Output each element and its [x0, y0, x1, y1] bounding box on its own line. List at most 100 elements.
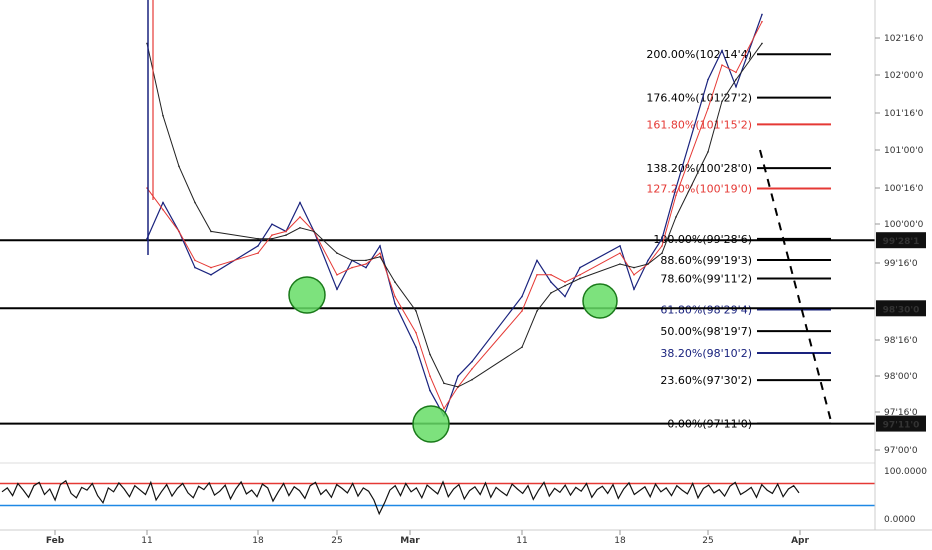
price-series-point — [735, 78, 737, 81]
price-series-point — [536, 259, 538, 262]
price-series-point — [521, 346, 523, 348]
price-series-point — [721, 100, 723, 103]
price-series-point — [299, 216, 301, 218]
price-series-line — [146, 14, 763, 418]
time-axis: Feb 11 18 25 Mar 11 18 25 Apr — [0, 529, 932, 546]
time-tick-label: 18 — [614, 536, 626, 546]
price-tick-label: 102'00'0 — [884, 71, 924, 81]
fib-level-label: 88.60%(99'19'3) — [660, 254, 752, 267]
price-series-point — [761, 20, 763, 23]
price-series-point — [365, 266, 367, 269]
price-series-point — [429, 353, 431, 356]
price-series-point — [415, 331, 417, 334]
price-series-point — [271, 237, 273, 240]
price-series-point — [761, 13, 763, 16]
price-series-point — [735, 71, 737, 74]
price-series-point — [394, 281, 396, 283]
price-tick-label: 100'00'0 — [884, 220, 924, 230]
time-tick-label: 11 — [516, 536, 527, 546]
time-tick-label: 25 — [702, 536, 713, 546]
price-series-point — [429, 375, 431, 377]
price-series-point — [521, 295, 523, 298]
price-series-point — [579, 277, 581, 280]
price-series-point — [633, 266, 635, 269]
price-series-point — [194, 259, 196, 262]
price-series-line — [146, 43, 763, 388]
price-series-point — [365, 263, 367, 265]
price-series-point — [471, 360, 473, 363]
price-series-point — [257, 245, 259, 247]
price-series-point — [735, 85, 737, 88]
price-series-point — [162, 114, 164, 117]
price-series-point — [299, 201, 301, 204]
price-series-point — [633, 288, 635, 291]
price-series-point — [619, 252, 621, 254]
fib-level-label: 176.40%(101'27'2) — [646, 92, 752, 105]
price-series-point — [721, 64, 723, 66]
price-series-point — [415, 346, 417, 348]
price-series-point — [271, 223, 273, 226]
price-series-point — [271, 234, 273, 236]
price-series-point — [707, 151, 709, 153]
price-series-point — [162, 208, 164, 211]
price-series-point — [675, 216, 677, 218]
oscillator-tick-label: 0.0000 — [884, 515, 916, 525]
price-series-point — [661, 237, 663, 240]
price-series-point — [536, 310, 538, 312]
price-series-point — [429, 389, 431, 392]
price-series-point — [707, 78, 709, 81]
price-pane: 200.00%(102'14'4) 176.40%(101'27'2) 161.80… — [0, 0, 875, 443]
price-series-point — [457, 375, 459, 377]
price-level-badge-label: 99'28'1 — [883, 237, 920, 247]
price-axis: 102'16'0 102'00'0 101'16'0 101'00'0 100'16'0… — [874, 0, 926, 530]
fib-level-label: 61.80%(98'29'4) — [660, 304, 752, 317]
price-tick-label: 99'16'0 — [884, 259, 918, 269]
price-series-point — [394, 302, 396, 305]
highlight-circle — [412, 405, 450, 443]
price-series-point — [443, 407, 445, 410]
price-series-point — [647, 259, 649, 262]
highlight-circle — [582, 283, 618, 319]
price-series-point — [471, 378, 473, 381]
price-tick-label: 102'16'0 — [884, 34, 924, 44]
fib-level-label: 200.00%(102'14'4) — [646, 48, 752, 61]
price-series-point — [721, 49, 723, 52]
fib-level-label: 50.00%(98'19'7) — [660, 325, 752, 338]
price-tick-label: 98'00'0 — [884, 372, 918, 382]
price-series-point — [707, 107, 709, 110]
price-tick-label: 97'00'0 — [884, 446, 918, 456]
price-tick-label: 98'16'0 — [884, 336, 918, 346]
price-series-point — [313, 230, 315, 233]
price-tick-label: 97'16'0 — [884, 408, 918, 418]
price-series-point — [285, 234, 287, 236]
fib-level-label: 161.80%(101'15'2) — [646, 118, 752, 131]
price-series-point — [564, 281, 566, 283]
price-series-point — [675, 194, 677, 197]
oscillator-line — [1, 479, 800, 516]
price-series-point — [379, 245, 381, 247]
price-series-point — [379, 252, 381, 254]
price-series-point — [285, 230, 287, 233]
price-series-point — [536, 274, 538, 276]
time-tick-label: Feb — [46, 536, 65, 546]
price-series-point — [194, 266, 196, 269]
price-series-point — [299, 227, 301, 229]
price-series-point — [210, 266, 212, 269]
price-level-badge — [876, 415, 926, 432]
price-series-point — [579, 266, 581, 269]
price-series-point — [471, 368, 473, 370]
fib-level-label: 127.20%(100'19'0) — [646, 182, 752, 195]
time-tick-label: 11 — [141, 536, 152, 546]
price-series-point — [564, 295, 566, 298]
price-series-point — [550, 274, 552, 276]
price-series-point — [550, 281, 552, 283]
fib-level-label: 78.60%(99'11'2) — [660, 272, 752, 285]
price-series-point — [675, 187, 677, 189]
oscillator-pane: 100.0000 0.0000 — [0, 462, 927, 525]
price-series-point — [564, 284, 566, 287]
price-series-point — [178, 165, 180, 168]
price-series-point — [619, 263, 621, 265]
price-series-point — [457, 386, 459, 388]
price-series-point — [162, 201, 164, 204]
